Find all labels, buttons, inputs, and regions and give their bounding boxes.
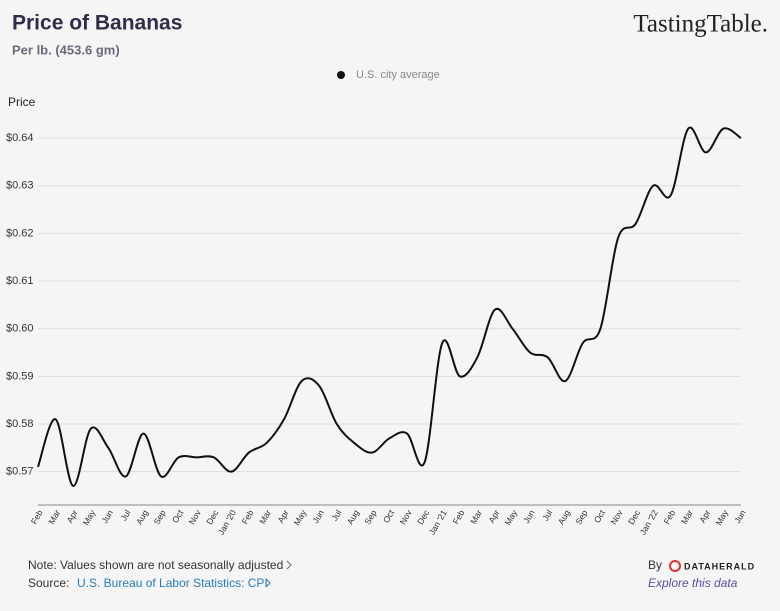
- y-tick-label: $0.59: [6, 370, 34, 382]
- x-tick-label: Dec: [626, 507, 643, 526]
- source-label: Source:: [28, 576, 69, 590]
- x-tick-label: Apr: [275, 508, 290, 525]
- x-tick-label: Jan '21: [427, 508, 449, 537]
- chevron-icon: [265, 578, 271, 588]
- x-tick-label: May: [713, 507, 730, 527]
- x-tick-label: Mar: [679, 508, 695, 526]
- x-tick-label: Sep: [362, 508, 378, 526]
- x-tick-label: Feb: [240, 508, 256, 526]
- x-tick-label: Oct: [170, 508, 186, 525]
- x-tick-label: Aug: [345, 508, 361, 526]
- x-tick-label: Apr: [486, 508, 501, 525]
- x-tick-label: Aug: [134, 508, 150, 526]
- y-tick-label: $0.60: [6, 323, 34, 335]
- y-tick-label: $0.62: [6, 227, 34, 239]
- explore-link[interactable]: Explore this data: [648, 576, 738, 590]
- x-tick-label: Feb: [661, 508, 677, 526]
- line-series: [37, 126, 742, 487]
- x-tick-label: Jul: [540, 508, 554, 523]
- x-tick-label: Apr: [65, 508, 80, 525]
- x-tick-label: Apr: [697, 508, 712, 525]
- y-tick-label: $0.57: [6, 466, 34, 478]
- chart-subtitle: Per lb. (453.6 gm): [12, 42, 120, 57]
- x-tick-label: Mar: [46, 508, 62, 526]
- x-tick-label: Sep: [151, 508, 167, 526]
- legend-label: U.S. city average: [356, 69, 440, 81]
- y-tick-label: $0.64: [6, 132, 34, 144]
- plot-area: $0.57 $0.58 $0.59 $0.60 $0.61 $0.62 $0.63 $0.64…: [6, 126, 748, 537]
- source-link[interactable]: U.S. Bureau of Labor Statistics: CPI: [77, 576, 268, 590]
- x-tick-label: Aug: [556, 508, 572, 526]
- x-tick-label: Nov: [187, 507, 204, 526]
- brand-logo: TastingTable.: [633, 11, 768, 38]
- chart-title: Price of Bananas: [12, 12, 182, 35]
- x-tick-label: Feb: [450, 508, 466, 526]
- x-tick-label: Mar: [257, 508, 273, 526]
- publisher-icon: [669, 560, 681, 572]
- chevron-icon: [286, 560, 292, 570]
- x-tick-label: Nov: [608, 507, 625, 526]
- x-tick-label: Jul: [118, 508, 132, 523]
- x-tick-label: Dec: [204, 507, 221, 526]
- by-label: By: [648, 558, 662, 572]
- x-tick-label: Jan '20: [216, 508, 238, 537]
- legend-marker: [337, 71, 345, 79]
- x-tick-label: Jun: [310, 508, 326, 525]
- y-tick-label: $0.63: [6, 180, 34, 192]
- x-tick-label: Oct: [592, 508, 608, 525]
- x-tick-label: May: [81, 507, 98, 527]
- x-tick-label: Dec: [415, 507, 432, 526]
- x-tick-label: May: [292, 507, 309, 527]
- x-tick-label: Jun: [732, 508, 748, 525]
- publisher: DATAHERALD: [684, 561, 755, 571]
- note[interactable]: Note: Values shown are not seasonally ad…: [28, 558, 283, 572]
- x-tick-label: Jul: [329, 508, 343, 523]
- x-tick-label: Oct: [381, 508, 397, 525]
- y-axis-label: Price: [8, 95, 36, 109]
- x-tick-label: Jan '22: [638, 508, 660, 537]
- x-tick-label: Sep: [573, 508, 589, 526]
- x-tick-label: Nov: [398, 507, 415, 526]
- x-tick-label: May: [503, 507, 520, 527]
- x-tick-label: Jun: [99, 508, 115, 525]
- x-tick-label: Jun: [521, 508, 537, 525]
- y-tick-label: $0.58: [6, 418, 34, 430]
- x-tick-label: Mar: [468, 508, 484, 526]
- x-tick-label: Feb: [29, 508, 45, 526]
- y-tick-label: $0.61: [6, 275, 34, 287]
